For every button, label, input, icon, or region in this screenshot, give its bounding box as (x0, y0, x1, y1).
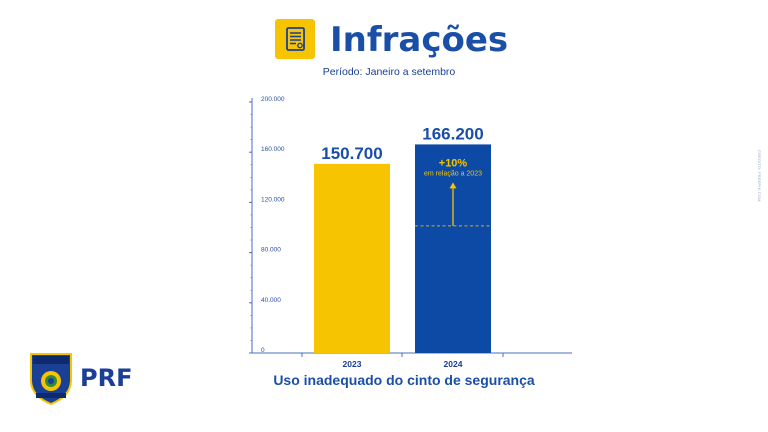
bar-value-label: 150.700 (321, 144, 382, 163)
prf-badge-logo (30, 353, 72, 406)
x-tick-label: 2024 (444, 359, 463, 369)
annotation-text: em relação a 2023 (424, 170, 482, 177)
y-tick-label: 120.000 (261, 196, 285, 203)
x-tick-label: 2023 (343, 359, 362, 369)
document-icon (275, 19, 315, 59)
bar-2023 (314, 163, 390, 353)
prf-logo-text: PRF (80, 364, 133, 392)
bar-value-label: 166.200 (422, 124, 483, 143)
y-tick-label: 80.000 (261, 247, 281, 254)
page-title: Infrações (330, 20, 509, 60)
y-tick-label: 0 (261, 347, 265, 354)
bar-2024 (415, 144, 491, 353)
increase-arrow-head (449, 182, 457, 189)
period-subtitle: Período: Janeiro a setembro (322, 66, 456, 78)
y-tick-label: 200.000 (261, 96, 285, 103)
chart-caption: Uso inadequado do cinto de segurança (273, 372, 535, 388)
annotation-headline: +10% (439, 157, 468, 169)
y-tick-label: 40.000 (261, 297, 281, 304)
image-credit: CRÉDITO: FREEPIK.COM (757, 150, 762, 202)
y-tick-label: 160.000 (261, 146, 285, 153)
